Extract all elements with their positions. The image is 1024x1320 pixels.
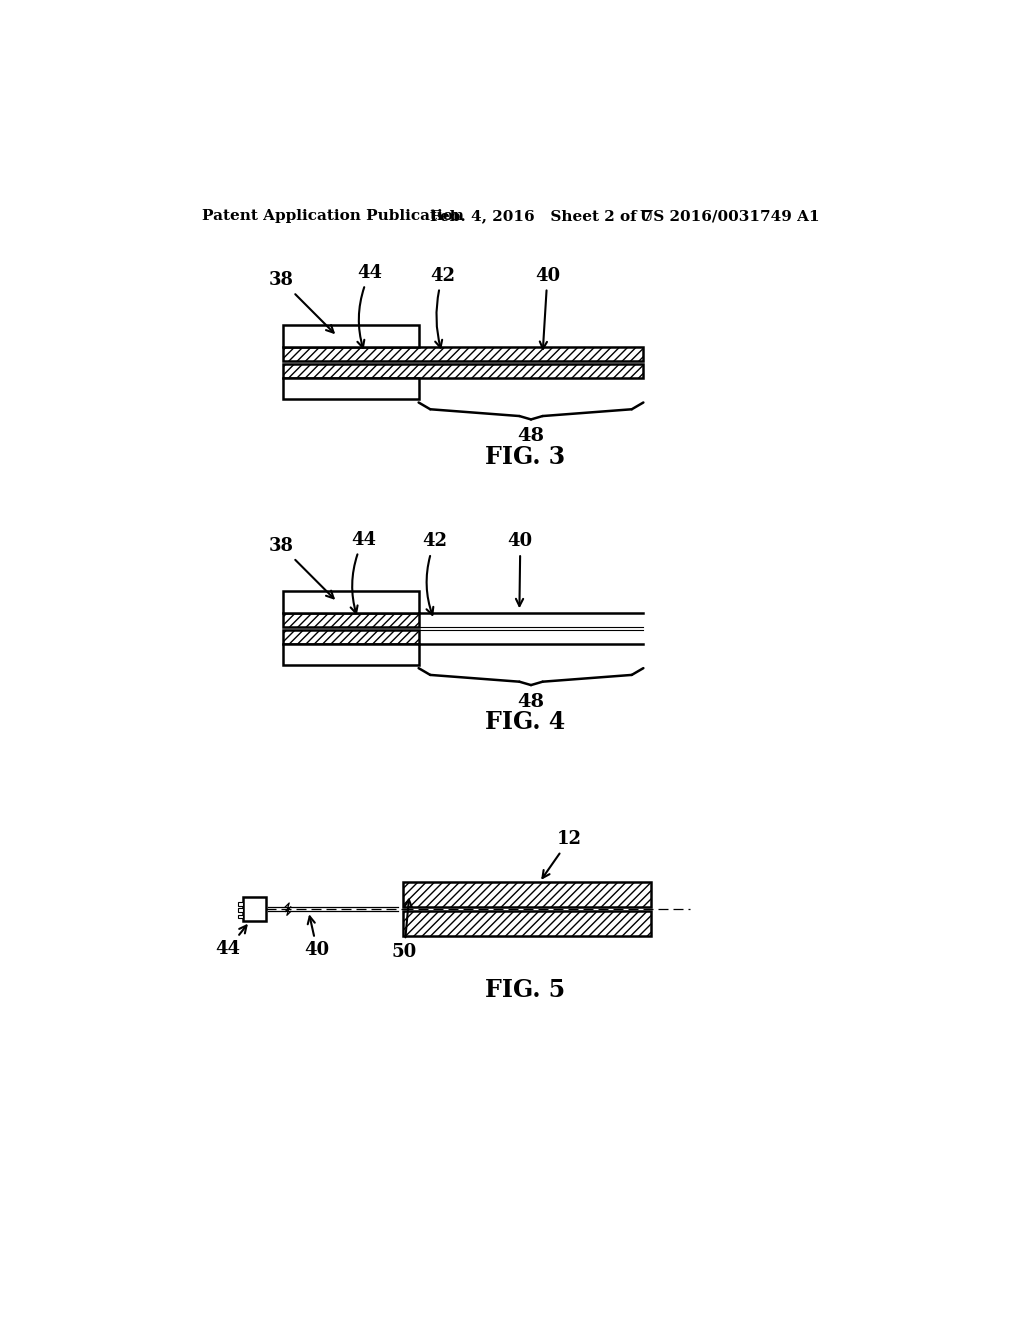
Text: FIG. 3: FIG. 3 — [484, 445, 565, 469]
Bar — [238, 915, 243, 919]
Text: 48: 48 — [517, 693, 545, 710]
Text: FIG. 5: FIG. 5 — [484, 978, 565, 1002]
Bar — [403, 882, 651, 907]
Text: 44: 44 — [216, 925, 247, 958]
Bar — [283, 630, 419, 644]
Text: 38: 38 — [269, 537, 334, 598]
Text: 44: 44 — [350, 531, 376, 614]
Text: 50: 50 — [391, 900, 417, 961]
Text: 42: 42 — [423, 532, 447, 615]
Text: 40: 40 — [508, 532, 532, 606]
Bar — [283, 591, 419, 612]
Text: 48: 48 — [517, 428, 545, 445]
Bar — [283, 347, 643, 360]
Bar — [283, 378, 419, 400]
Bar — [283, 326, 419, 347]
Text: 44: 44 — [357, 264, 383, 347]
Text: 40: 40 — [305, 916, 330, 960]
Bar — [403, 911, 651, 936]
Bar — [283, 612, 419, 627]
Text: 40: 40 — [535, 267, 560, 348]
Text: 42: 42 — [430, 267, 456, 347]
Bar — [243, 896, 266, 921]
Text: 38: 38 — [269, 272, 334, 333]
Bar — [238, 903, 243, 906]
Bar — [283, 644, 419, 665]
Text: FIG. 4: FIG. 4 — [484, 710, 565, 734]
Text: Patent Application Publication: Patent Application Publication — [202, 209, 464, 223]
Text: 12: 12 — [543, 830, 582, 878]
Text: Feb. 4, 2016   Sheet 2 of 7: Feb. 4, 2016 Sheet 2 of 7 — [430, 209, 653, 223]
Bar — [283, 364, 643, 378]
Text: US 2016/0031749 A1: US 2016/0031749 A1 — [640, 209, 819, 223]
Bar — [238, 908, 243, 912]
